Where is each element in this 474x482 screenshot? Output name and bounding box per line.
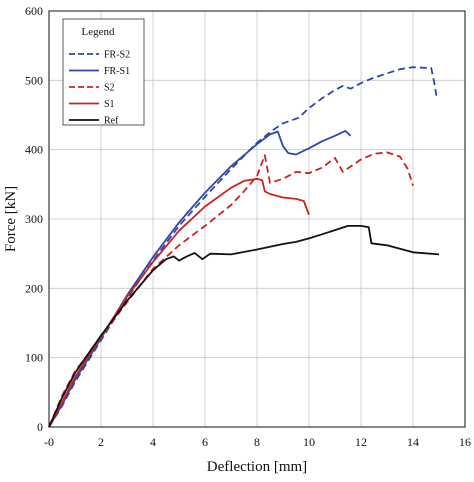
legend-label: FR-S2 xyxy=(104,50,130,61)
series-lines xyxy=(48,66,440,428)
series-line-ref xyxy=(48,225,440,428)
legend-title: Legend xyxy=(82,26,115,38)
legend-label: Ref xyxy=(104,116,119,127)
x-tick-label: 10 xyxy=(303,435,315,449)
x-tick-label: 2 xyxy=(98,435,104,449)
legend-items: FR-S2 FR-S1 S2 S1 Ref xyxy=(69,50,130,127)
x-tick-label: 12 xyxy=(355,435,367,449)
legend-box xyxy=(62,18,145,126)
y-tick-label: 300 xyxy=(25,212,43,226)
plot-frame xyxy=(48,10,466,428)
y-tick-label: 200 xyxy=(25,281,43,295)
legend: Legend FR-S2 FR-S1 S2 S1 Ref xyxy=(62,18,145,127)
x-tick-label: 4 xyxy=(150,435,156,449)
y-tick-label: 500 xyxy=(25,73,43,87)
y-axis-label: Force [kN] xyxy=(3,186,19,252)
legend-label: FR-S1 xyxy=(104,66,130,77)
y-tick-label: 600 xyxy=(25,4,43,18)
y-tick-label: 0 xyxy=(37,420,43,434)
series-line-s1 xyxy=(48,177,310,428)
series-line-s2 xyxy=(48,151,414,428)
legend-label: S1 xyxy=(104,99,115,110)
series-line-fr-s1 xyxy=(48,130,352,428)
x-tick-label: 14 xyxy=(407,435,419,449)
x-axis-label: Deflection [mm] xyxy=(207,459,307,475)
x-tick-label: 6 xyxy=(202,435,208,449)
legend-label: S2 xyxy=(104,83,115,94)
y-tick-label: 400 xyxy=(25,143,43,157)
x-tick-label: -0 xyxy=(44,435,54,449)
y-tick-label: 100 xyxy=(25,351,43,365)
x-tick-label: 8 xyxy=(254,435,260,449)
x-tick-label: 16 xyxy=(459,435,471,449)
tick-labels: -0 2 4 6 8 10 12 14 16 0 100 200 300 400 500 600 xyxy=(25,4,471,449)
